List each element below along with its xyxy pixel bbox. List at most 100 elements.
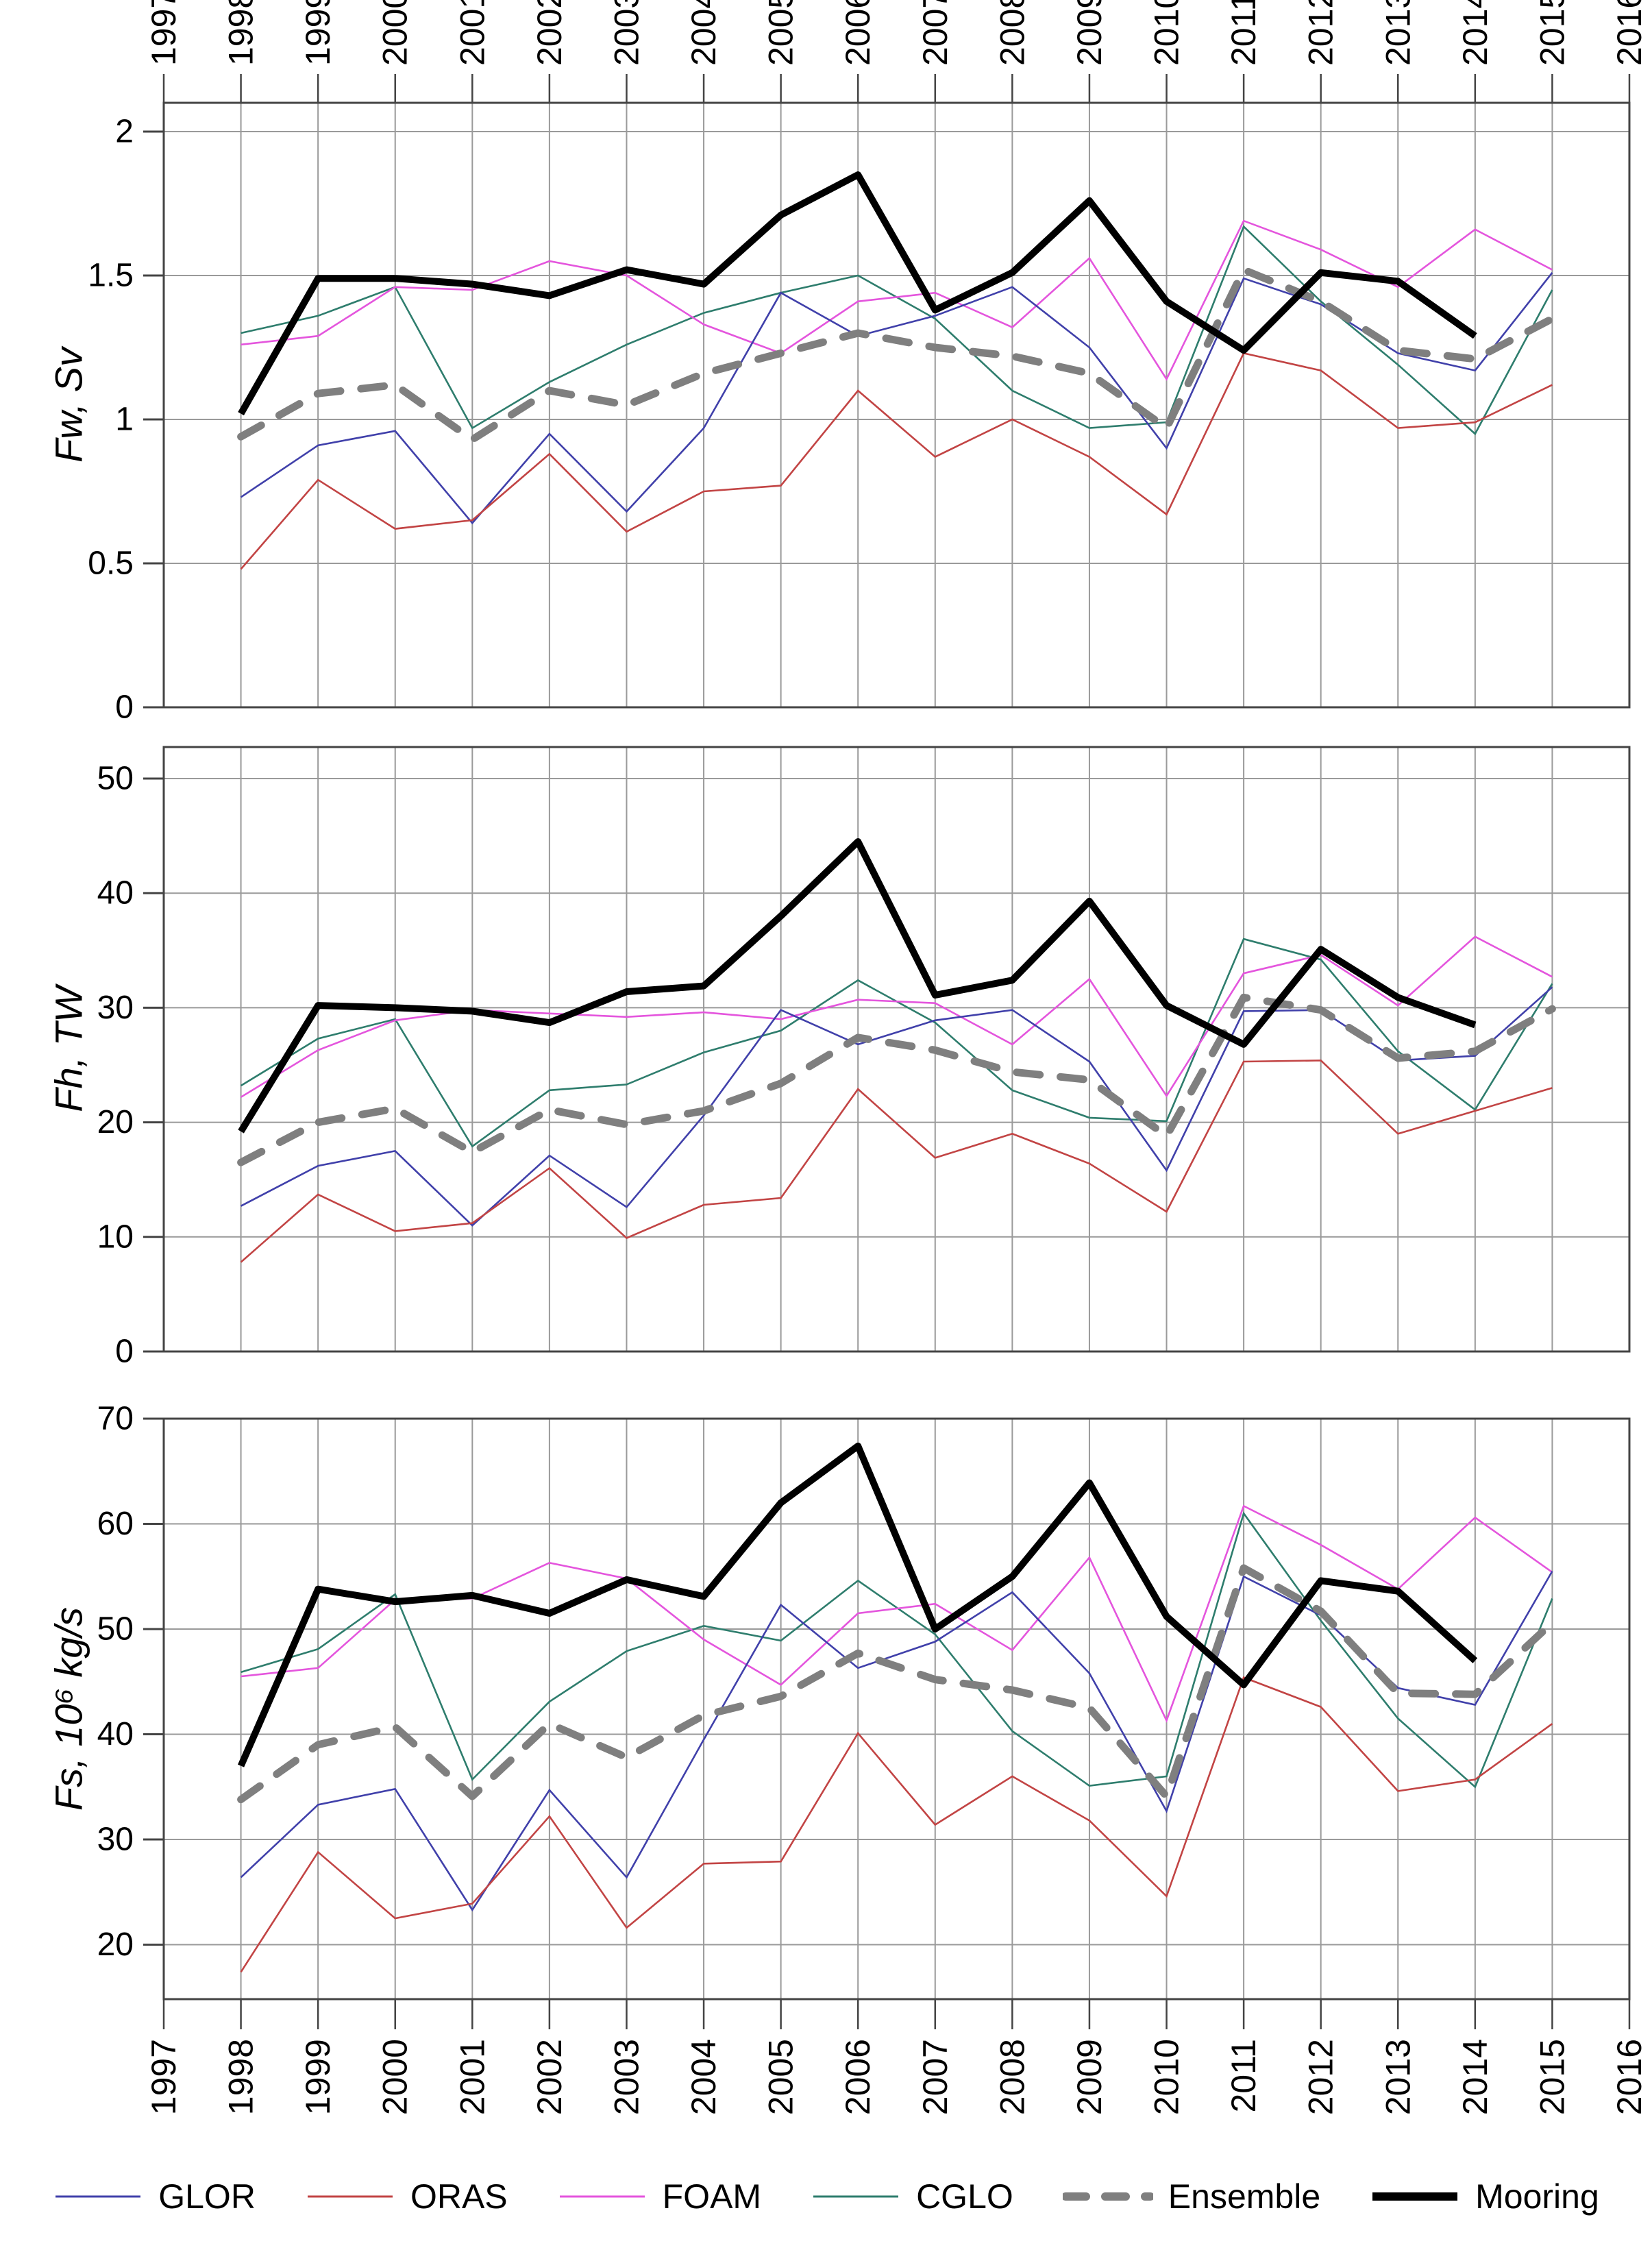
x-year-label-bottom: 1998	[222, 2039, 260, 2115]
chart-legend: GLOR ORAS FOAM CGLO Ensemble Mooring	[0, 2159, 1652, 2234]
x-year-label-top: 2007	[916, 0, 954, 66]
legend-swatch-oras	[307, 2195, 393, 2198]
x-year-label-bottom: 2000	[376, 2039, 415, 2115]
x-year-label-bottom: 2002	[530, 2039, 569, 2115]
legend-item-oras: ORAS	[305, 2177, 508, 2216]
x-year-label-top: 2000	[376, 0, 415, 66]
legend-label-foam: FOAM	[662, 2177, 762, 2216]
legend-item-foam: FOAM	[557, 2177, 761, 2216]
series-glor-line	[240, 271, 1553, 525]
x-year-label-bottom: 2010	[1148, 2039, 1186, 2115]
x-year-label-bottom: 2007	[916, 2039, 954, 2115]
y-tick-label: 60	[97, 1506, 134, 1542]
x-year-label-bottom: 2013	[1379, 2039, 1417, 2115]
x-year-label-top: 2005	[762, 0, 800, 66]
legend-label-oras: ORAS	[410, 2177, 508, 2216]
x-year-label-top: 2014	[1456, 0, 1494, 66]
x-year-label-bottom: 2008	[993, 2039, 1031, 2115]
x-year-label-bottom: 1997	[145, 2039, 183, 2115]
x-year-label-bottom: 2014	[1456, 2039, 1494, 2115]
series-glor-line	[240, 986, 1553, 1227]
series-oras-line	[240, 1676, 1553, 1973]
y-axis-title-fw: Fw, Sv	[47, 345, 90, 463]
legend-label-glor: GLOR	[158, 2177, 256, 2216]
legend-swatch-foam	[559, 2195, 645, 2198]
y-tick-label: 0	[115, 689, 134, 726]
x-year-label-top: 1997	[145, 0, 183, 66]
x-year-label-bottom: 2005	[762, 2039, 800, 2115]
y-tick-label: 50	[97, 761, 134, 797]
series-oras-line	[240, 352, 1553, 570]
x-year-label-bottom: 2011	[1224, 2039, 1263, 2113]
y-tick-label: 30	[97, 1822, 134, 1858]
x-year-label-top: 1999	[299, 0, 337, 66]
x-year-label-bottom: 2015	[1533, 2039, 1571, 2115]
x-year-label-top: 2002	[530, 0, 569, 66]
y-tick-label: 10	[97, 1219, 134, 1255]
x-year-label-bottom: 2001	[453, 2039, 491, 2115]
series-glor-line	[240, 1570, 1553, 1912]
y-tick-label: 0.5	[88, 546, 134, 582]
legend-label-ensemble: Ensemble	[1168, 2177, 1321, 2216]
series-mooring-line	[238, 1442, 1478, 1767]
y-tick-label: 40	[97, 1716, 134, 1752]
x-year-label-bottom: 2012	[1302, 2039, 1340, 2115]
x-year-label-bottom: 2009	[1070, 2039, 1109, 2115]
y-tick-label: 40	[97, 875, 134, 912]
x-year-label-bottom: 2006	[839, 2039, 877, 2115]
y-tick-label: 1	[115, 402, 134, 438]
x-year-label-top: 1998	[222, 0, 260, 66]
x-year-label-top: 2015	[1533, 0, 1571, 66]
y-tick-label: 30	[97, 990, 134, 1026]
y-axis-title-fs: Fs, 10⁶ kg/s	[47, 1607, 90, 1811]
panel-frame	[162, 746, 1631, 1353]
y-tick-label: 2	[115, 114, 134, 150]
legend-item-ensemble: Ensemble	[1062, 2177, 1321, 2216]
x-year-label-bottom: 2003	[607, 2039, 645, 2115]
y-tick-label: 70	[97, 1401, 134, 1437]
legend-label-cglo: CGLO	[916, 2177, 1013, 2216]
series-oras-line	[240, 1059, 1553, 1263]
x-year-label-top: 2003	[607, 0, 645, 66]
series-ensemble-line	[237, 266, 1556, 443]
series-cglo-line	[241, 1511, 1553, 1789]
series-cglo-line	[241, 225, 1553, 436]
y-tick-label: 20	[97, 1926, 134, 1963]
x-year-label-top: 2006	[839, 0, 877, 66]
x-year-label-top: 2008	[993, 0, 1031, 66]
y-tick-label: 0	[115, 1334, 134, 1370]
legend-label-mooring: Mooring	[1475, 2177, 1599, 2216]
legend-item-cglo: CGLO	[811, 2177, 1013, 2216]
y-axis-title-fh: Fh, TW	[47, 983, 90, 1112]
series-mooring-line	[238, 838, 1477, 1134]
y-tick-label: 50	[97, 1611, 134, 1648]
legend-swatch-cglo	[813, 2195, 899, 2198]
legend-swatch-ensemble	[1062, 2192, 1153, 2201]
x-year-label-top: 2010	[1148, 0, 1186, 66]
x-year-label-top: 2013	[1379, 0, 1417, 66]
legend-swatch-mooring	[1372, 2192, 1458, 2201]
x-year-label-bottom: 2004	[685, 2039, 723, 2115]
x-year-label-top: 2009	[1070, 0, 1109, 66]
legend-swatch-glor	[56, 2195, 141, 2198]
panel-frame	[162, 101, 1631, 709]
x-year-label-top: 2012	[1302, 0, 1340, 66]
series-foam-line	[241, 219, 1553, 381]
x-year-label-top: 2004	[685, 0, 723, 66]
x-year-label-top: 2016	[1610, 0, 1649, 66]
series-ensemble-line	[237, 1564, 1556, 1804]
series-foam-line	[240, 935, 1553, 1098]
y-tick-label: 20	[97, 1104, 134, 1140]
series-ensemble-line	[237, 993, 1556, 1166]
x-year-label-top: 2011	[1224, 0, 1263, 66]
y-tick-label: 1.5	[88, 258, 134, 294]
legend-item-glor: GLOR	[53, 2177, 256, 2216]
x-year-label-bottom: 2016	[1610, 2039, 1649, 2115]
x-year-label-bottom: 1999	[299, 2039, 337, 2115]
x-year-label-top: 2001	[453, 0, 491, 66]
panel-frame	[162, 1417, 1631, 2001]
series-mooring-line	[238, 171, 1477, 416]
legend-item-mooring: Mooring	[1370, 2177, 1599, 2216]
